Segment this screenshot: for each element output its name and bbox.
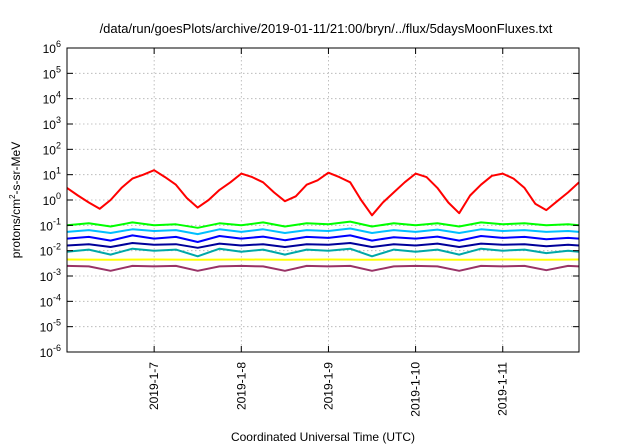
x-axis: 2019-1-7 2019-1-8 2019-1-9 2019-1-10 2019-1-… (147, 48, 510, 417)
y-tick-label: 100 (43, 191, 61, 208)
y-tick-label-exp: -4 (53, 292, 61, 302)
x-axis-label: Coordinated Universal Time (UTC) (231, 430, 415, 444)
y-tick-label-base: 10 (43, 42, 57, 56)
y-axis-label-sup: 2 (8, 194, 17, 199)
y-tick-label: 102 (43, 140, 61, 157)
y-tick-label-exp: -2 (53, 242, 61, 252)
chart-title: /data/run/goesPlots/archive/2019-01-11/2… (100, 21, 553, 36)
y-tick-label-base: 10 (43, 194, 57, 208)
y-tick-label-base: 10 (40, 270, 54, 284)
y-axis-label-base: protons/cm (9, 199, 23, 258)
y-tick-label-exp: 1 (56, 166, 61, 176)
y-axis-label: protons/cm2-s-sr-MeV (8, 142, 23, 258)
y-tick-label-exp: 2 (56, 140, 61, 150)
y-tick-label-base: 10 (40, 346, 54, 360)
y-tick-label-base: 10 (40, 245, 54, 259)
y-tick-label: 104 (43, 90, 61, 107)
y-tick-label: 10-1 (40, 216, 61, 233)
y-tick-label-base: 10 (43, 169, 57, 183)
y-tick-label-base: 10 (40, 295, 54, 309)
series-line-5 (66, 242, 580, 249)
y-tick-label-exp: 6 (56, 39, 61, 49)
x-tick-label: 2019-1-10 (409, 362, 423, 417)
y-tick-label-exp: 0 (56, 191, 61, 201)
y-tick-label: 105 (43, 64, 61, 81)
y-tick-label-exp: 3 (56, 115, 61, 125)
y-tick-label: 10-5 (40, 318, 61, 335)
y-tick-label: 106 (43, 39, 61, 56)
series-line-8 (66, 264, 580, 272)
y-tick-label-exp: 5 (56, 64, 61, 74)
y-tick-label: 10-3 (40, 267, 61, 284)
series-line-1 (66, 169, 580, 217)
grid-lines (67, 48, 579, 352)
y-axis-label-rest: -s-sr-MeV (9, 142, 23, 195)
x-tick-label: 2019-1-7 (147, 362, 161, 410)
y-tick-label: 101 (43, 166, 61, 183)
y-tick-label-base: 10 (43, 93, 57, 107)
x-tick-label: 2019-1-9 (321, 362, 335, 410)
y-tick-label: 10-4 (40, 292, 61, 309)
y-tick-label-base: 10 (43, 143, 57, 157)
series-line-3 (66, 227, 580, 236)
y-tick-label: 10-2 (40, 242, 61, 259)
y-tick-label-base: 10 (40, 321, 54, 335)
series-layer (66, 169, 580, 272)
y-tick-label-exp: 4 (56, 90, 61, 100)
y-tick-label-exp: -6 (53, 343, 61, 353)
y-tick-label-exp: -5 (53, 318, 61, 328)
y-axis: 10610510410310210110010-110-210-310-410-… (40, 39, 579, 360)
y-tick-label-base: 10 (43, 67, 57, 81)
series-line-2 (66, 220, 580, 229)
y-tick-label-exp: -1 (53, 216, 61, 226)
y-tick-label: 103 (43, 115, 61, 132)
series-line-6 (66, 247, 580, 258)
x-tick-label: 2019-1-8 (234, 362, 248, 410)
y-tick-label: 10-6 (40, 343, 61, 360)
y-tick-label-base: 10 (43, 118, 57, 132)
y-tick-label-base: 10 (40, 219, 54, 233)
series-line-4 (66, 234, 580, 243)
x-tick-label: 2019-1-11 (496, 362, 510, 416)
y-tick-label-exp: -3 (53, 267, 61, 277)
